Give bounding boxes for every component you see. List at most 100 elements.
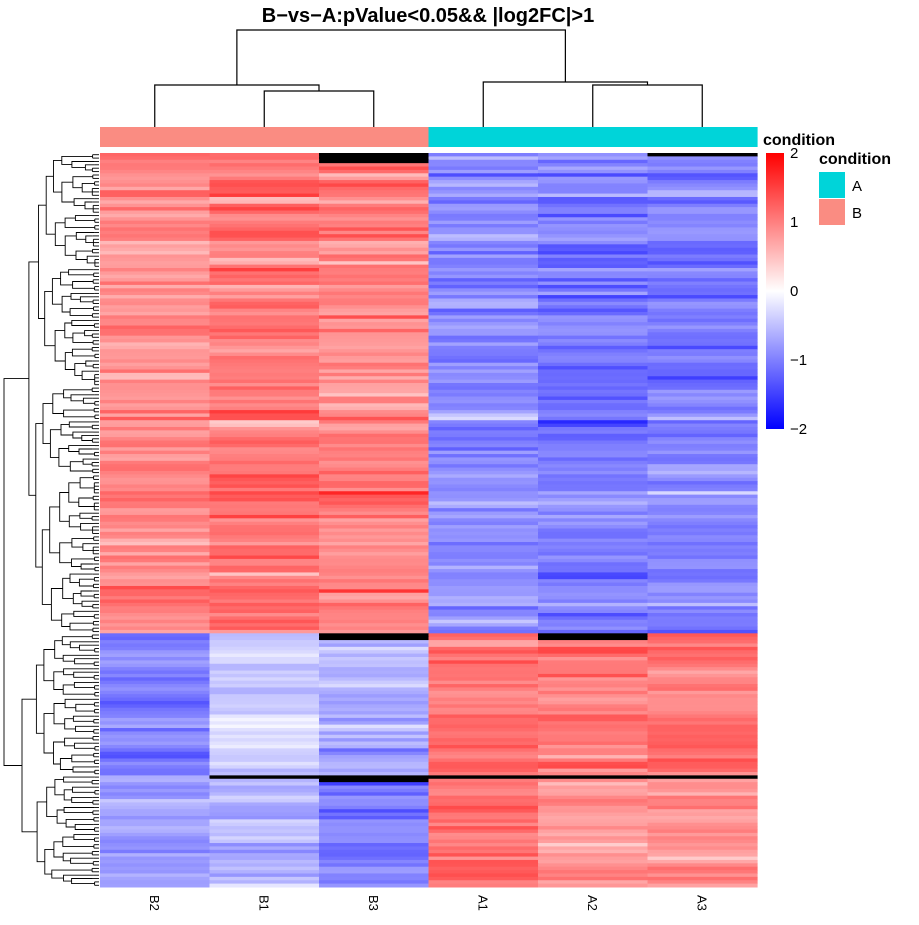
heatmap-cell <box>647 210 758 215</box>
dendrogram-branch <box>62 577 74 600</box>
dendrogram-branch <box>64 235 77 256</box>
heatmap-cell <box>209 501 320 506</box>
column-labels: B2 B1 B3 A1 A2 A3 <box>147 895 710 911</box>
heatmap-cell <box>428 454 539 458</box>
heatmap-cell <box>647 217 758 222</box>
heatmap-cell <box>428 562 539 567</box>
heatmap-cell <box>647 491 758 496</box>
heatmap-cell <box>100 535 211 540</box>
heatmap-cell <box>100 386 211 391</box>
legend-swatch <box>819 199 845 225</box>
heatmap-cell <box>428 156 539 161</box>
heatmap-cell <box>209 751 320 756</box>
heatmap-cell <box>538 728 649 732</box>
heatmap-cell <box>538 284 649 289</box>
heatmap-cell <box>100 799 211 803</box>
heatmap-cell <box>319 487 430 492</box>
heatmap-cell <box>100 809 211 814</box>
heatmap-cell <box>428 315 539 320</box>
heatmap-cell <box>428 186 539 191</box>
heatmap-cell <box>209 291 320 296</box>
heatmap-cell <box>209 393 320 398</box>
heatmap-cell <box>647 457 758 462</box>
dendrogram-branch <box>84 201 94 210</box>
dendrogram-branch <box>53 703 66 725</box>
heatmap-cell <box>319 508 430 513</box>
heatmap-cell <box>647 876 758 881</box>
heatmap-cell <box>209 196 320 201</box>
heatmap-cell <box>647 301 758 306</box>
heatmap-cell <box>647 423 758 428</box>
heatmap-cell <box>209 700 320 705</box>
heatmap-cell <box>209 240 320 245</box>
heatmap-cell <box>319 406 430 411</box>
heatmap-cell <box>428 700 539 705</box>
heatmap-cell <box>100 349 211 354</box>
heatmap-cell <box>319 829 430 834</box>
heatmap-cell <box>100 186 211 191</box>
heatmap-cell <box>428 217 539 222</box>
heatmap-cell <box>209 721 320 726</box>
heatmap-cell <box>647 545 758 550</box>
heatmap-cell <box>319 180 430 184</box>
heatmap-cell <box>209 180 320 184</box>
column-label: B2 <box>147 895 162 911</box>
heatmap-cell <box>209 870 320 874</box>
heatmap-cell <box>428 362 539 367</box>
dendrogram-branch <box>61 613 74 627</box>
heatmap-cell <box>209 704 320 709</box>
heatmap-cell <box>209 677 320 682</box>
heatmap-cell <box>319 325 430 330</box>
heatmap-cell <box>319 244 430 249</box>
chart-title: B−vs−A:pValue<0.05&& |log2FC|>1 <box>262 5 594 27</box>
heatmap-cell <box>428 410 539 414</box>
heatmap-cell <box>428 372 539 377</box>
heatmap-cell <box>538 166 649 171</box>
heatmap-cell <box>538 355 649 360</box>
heatmap-cell <box>209 596 320 600</box>
heatmap-cell <box>319 433 430 438</box>
heatmap-cell <box>647 589 758 594</box>
heatmap-cell <box>209 494 320 499</box>
heatmap-cell <box>647 274 758 279</box>
heatmap-cell <box>647 599 758 604</box>
heatmap-cell <box>647 809 758 814</box>
heatmap-cell <box>209 389 320 394</box>
heatmap-cell <box>100 393 211 398</box>
heatmap-cell <box>209 352 320 357</box>
heatmap-cell <box>428 535 539 540</box>
heatmap-cell <box>647 196 758 201</box>
heatmap-cell <box>647 345 758 350</box>
color-scale-bar <box>766 153 784 429</box>
heatmap-cell <box>319 447 430 452</box>
heatmap-cell <box>428 200 539 205</box>
heatmap-cell <box>538 501 649 506</box>
heatmap-cell <box>647 677 758 682</box>
heatmap-cell <box>319 663 430 668</box>
dendrogram-branch <box>60 423 73 436</box>
heatmap-cell <box>319 555 430 560</box>
heatmap-cell <box>647 843 758 847</box>
heatmap-cell <box>209 268 320 272</box>
heatmap-cell <box>319 477 430 482</box>
heatmap-cell <box>319 667 430 672</box>
heatmap-cell <box>209 859 320 864</box>
heatmap-cell <box>319 514 430 519</box>
heatmap-cell <box>100 335 211 340</box>
heatmap-cell <box>428 227 539 232</box>
heatmap-cell <box>209 609 320 614</box>
heatmap-cell <box>209 264 320 269</box>
heatmap-cell <box>428 268 539 272</box>
heatmap-cell <box>538 508 649 513</box>
heatmap-cell <box>538 220 649 225</box>
heatmap-cell <box>538 738 649 743</box>
heatmap-cell <box>209 525 320 529</box>
heatmap-cell <box>428 728 539 732</box>
heatmap-cell <box>209 308 320 313</box>
heatmap-cell <box>209 744 320 749</box>
heatmap-cell <box>647 251 758 255</box>
heatmap-cell <box>100 518 211 523</box>
heatmap-cell <box>319 856 430 861</box>
heatmap-cell <box>319 213 430 218</box>
heatmap-cell <box>319 853 430 858</box>
